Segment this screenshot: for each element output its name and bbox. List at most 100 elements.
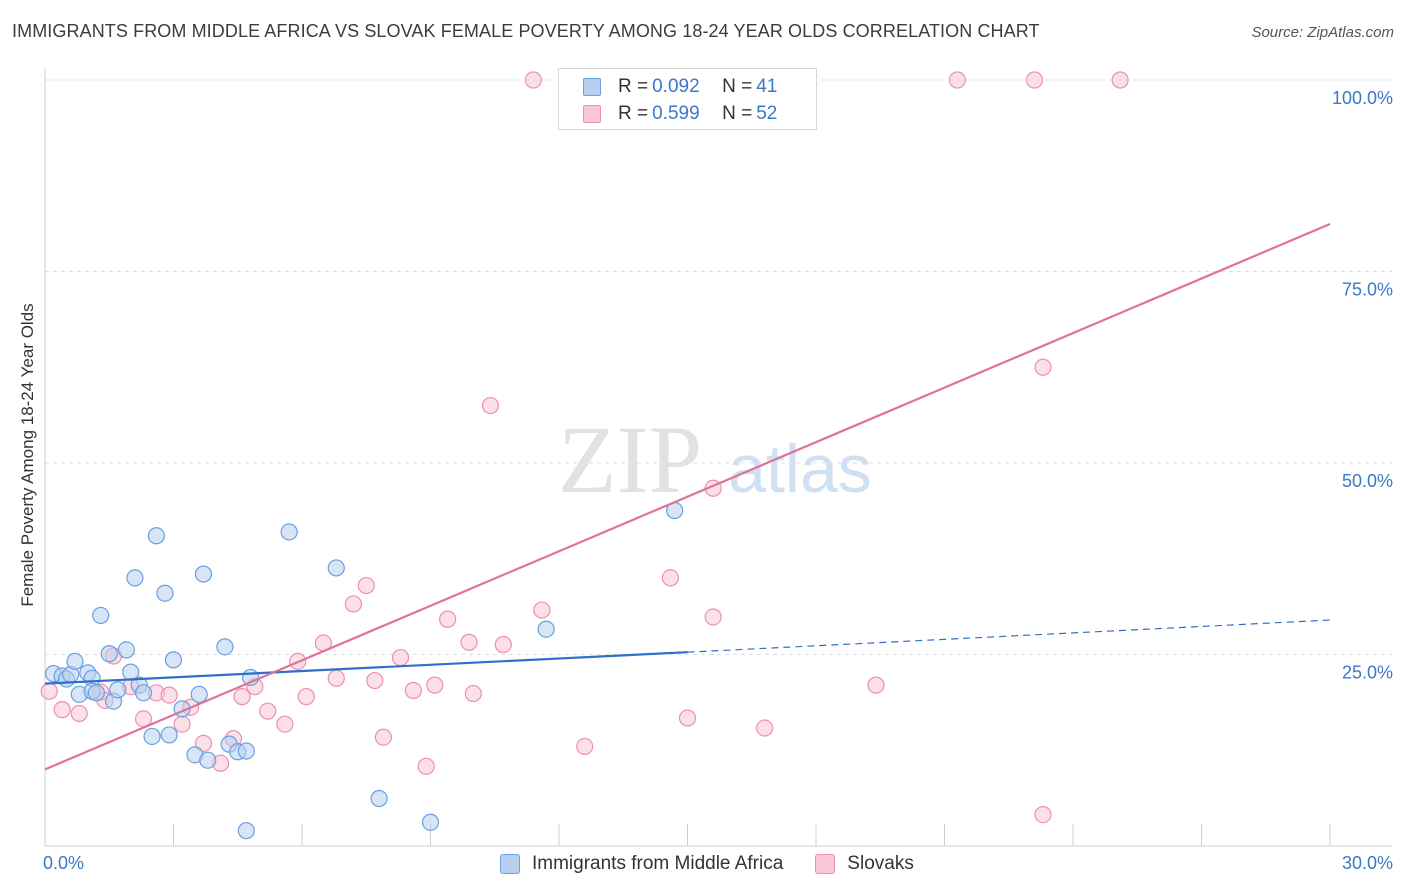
- slovaks-point: [160, 686, 178, 704]
- middle-africa-point: [280, 523, 298, 541]
- series-legend: Immigrants from Middle Africa Slovaks: [500, 852, 914, 876]
- legend-n-value: 41: [756, 76, 778, 97]
- series-legend-item-middle-africa: Immigrants from Middle Africa: [500, 853, 783, 875]
- y-tick-label: 50.0%: [1342, 471, 1393, 491]
- legend-n-label: N =: [722, 76, 753, 97]
- middle-africa-trend-extension: [687, 619, 1331, 653]
- middle-africa-point: [109, 681, 127, 699]
- trend-lines: [44, 222, 1331, 771]
- legend-n-label: N =: [722, 103, 753, 124]
- correlation-legend: R = 0.092 N = 41 R = 0.599 N = 52: [558, 68, 817, 130]
- legend-r-value: 0.599: [652, 103, 700, 124]
- slovaks-point: [327, 669, 345, 687]
- middle-africa-point: [537, 620, 555, 638]
- slovaks-point: [53, 701, 71, 719]
- middle-africa-trend-line: [44, 651, 688, 685]
- middle-africa-point: [100, 645, 118, 663]
- slovaks-point: [357, 576, 375, 595]
- legend-n-value: 52: [756, 103, 778, 124]
- slovaks-point: [297, 688, 315, 706]
- y-tick-label: 75.0%: [1342, 280, 1393, 300]
- legend-row-slovaks: R = 0.599 N = 52: [583, 102, 778, 126]
- slovaks-point: [40, 682, 58, 700]
- middle-africa-point: [216, 638, 234, 656]
- slovaks-point: [391, 648, 410, 667]
- series-swatch-blue: [500, 854, 520, 874]
- middle-africa-point: [156, 584, 174, 602]
- x-tick-labels: 0.0% 30.0%: [43, 853, 1393, 873]
- slovaks-point: [1025, 71, 1044, 89]
- slovaks-point: [374, 728, 392, 746]
- slovaks-point: [661, 569, 679, 587]
- axes: [44, 68, 1392, 847]
- slovaks-point: [533, 601, 551, 619]
- series-swatch-pink: [815, 854, 836, 874]
- slovaks-point: [366, 671, 384, 690]
- series-legend-label: Immigrants from Middle Africa: [532, 853, 784, 874]
- legend-r-label: R =: [618, 103, 649, 124]
- legend-r-value: 0.092: [652, 76, 700, 97]
- middle-africa-point: [143, 727, 161, 746]
- watermark-atlas: atlas: [728, 431, 872, 507]
- middle-africa-point: [199, 751, 217, 769]
- middle-africa-point: [237, 822, 255, 840]
- slovaks-point: [481, 396, 500, 415]
- series-legend-label: Slovaks: [847, 853, 914, 874]
- middle-africa-point: [126, 569, 144, 587]
- middle-africa-point: [327, 559, 345, 577]
- slovaks-point: [259, 702, 277, 720]
- slovaks-point: [755, 719, 774, 737]
- legend-swatch-pink: [583, 105, 601, 123]
- middle-africa-point: [66, 652, 84, 670]
- x-tick-label: 30.0%: [1342, 853, 1393, 873]
- y-tick-label: 100.0%: [1332, 88, 1393, 108]
- slovaks-point: [1034, 358, 1052, 376]
- slovaks-point: [524, 71, 542, 89]
- middle-africa-point: [190, 685, 208, 703]
- slovaks-point: [464, 684, 482, 703]
- slovaks-point: [1111, 71, 1129, 89]
- y-tick-labels: 25.0% 50.0% 75.0% 100.0%: [1332, 88, 1393, 683]
- y-tick-label: 25.0%: [1342, 663, 1393, 683]
- slovaks-point: [494, 635, 512, 654]
- y-axis-label: Female Poverty Among 18-24 Year Olds: [18, 303, 37, 606]
- slovaks-point: [439, 610, 457, 628]
- middle-africa-points: [44, 501, 684, 840]
- middle-africa-point: [147, 527, 165, 545]
- slovaks-point: [678, 709, 697, 727]
- middle-africa-point: [87, 684, 106, 702]
- middle-africa-point: [164, 651, 183, 669]
- slovaks-trend-line: [44, 222, 1331, 771]
- slovaks-point: [233, 688, 251, 706]
- slovaks-point: [426, 676, 444, 694]
- watermark-zip: ZIP: [558, 406, 702, 513]
- middle-africa-point: [160, 726, 178, 744]
- slovaks-point: [404, 681, 422, 700]
- slovaks-point: [704, 608, 722, 626]
- series-legend-item-slovaks: Slovaks: [815, 853, 914, 875]
- middle-africa-point: [421, 813, 440, 831]
- legend-r-label: R =: [618, 76, 649, 97]
- middle-africa-point: [92, 606, 110, 625]
- slovaks-point: [194, 734, 213, 752]
- chart-title: IMMIGRANTS FROM MIDDLE AFRICA VS SLOVAK …: [12, 21, 1040, 41]
- slovaks-point: [948, 71, 966, 89]
- slovaks-point: [276, 715, 294, 733]
- legend-row-middle-africa: R = 0.092 N = 41: [583, 75, 778, 99]
- slovaks-point: [867, 676, 885, 694]
- middle-africa-point: [194, 565, 213, 583]
- slovaks-point: [344, 595, 362, 613]
- middle-africa-point: [117, 641, 135, 659]
- middle-africa-point: [237, 742, 255, 760]
- slovaks-point: [70, 704, 88, 723]
- slovaks-point: [576, 737, 594, 756]
- slovaks-point: [173, 715, 191, 733]
- legend-swatch-blue: [583, 78, 601, 96]
- x-tick-label: 0.0%: [43, 853, 84, 873]
- source-label: Source: ZipAtlas.com: [1251, 24, 1394, 41]
- watermark: ZIP atlas: [558, 406, 872, 513]
- slovaks-point: [460, 633, 478, 651]
- middle-africa-point: [134, 684, 153, 702]
- slovaks-point: [417, 757, 435, 775]
